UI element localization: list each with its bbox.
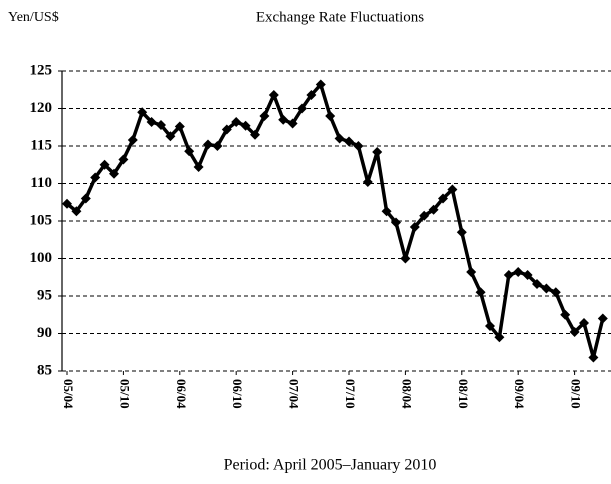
marker [381, 206, 392, 217]
marker [409, 222, 420, 232]
marker [165, 131, 176, 142]
marker [438, 193, 448, 204]
marker [297, 103, 307, 114]
marker [447, 184, 458, 195]
marker [231, 117, 242, 127]
marker [353, 141, 364, 151]
marker [400, 253, 411, 264]
x-tick-label: 06/10 [230, 379, 245, 409]
x-tick-label: 09/04 [512, 379, 527, 409]
marker [184, 146, 195, 157]
marker [485, 321, 495, 331]
marker [475, 287, 486, 298]
marker [513, 267, 524, 277]
marker [306, 90, 317, 100]
marker [212, 141, 223, 151]
x-tick-label: 05/10 [117, 379, 132, 409]
marker [550, 287, 561, 298]
marker [90, 172, 101, 183]
marker [560, 309, 571, 320]
x-axis-label: Period: April 2005–January 2010 [224, 457, 437, 474]
marker [344, 136, 354, 147]
y-tick-label: 120 [30, 100, 53, 116]
x-tick-label: 09/10 [569, 379, 584, 409]
marker [99, 159, 110, 170]
marker [325, 111, 336, 121]
marker [597, 313, 608, 324]
marker [588, 352, 599, 363]
marker [456, 227, 467, 238]
y-tick-label: 110 [30, 175, 52, 191]
y-tick-label: 125 [30, 62, 53, 78]
marker [240, 120, 251, 131]
x-tick-label: 06/04 [174, 379, 189, 409]
marker [428, 204, 439, 215]
marker [193, 162, 204, 172]
marker [579, 318, 589, 328]
marker [156, 120, 166, 130]
marker [541, 283, 552, 294]
y-tick-label: 85 [37, 362, 52, 378]
marker [391, 217, 401, 228]
marker [259, 111, 270, 121]
marker [532, 279, 542, 289]
marker [146, 117, 157, 127]
y-tick-label: 95 [37, 287, 52, 303]
marker [287, 118, 298, 129]
marker [315, 79, 326, 90]
marker [118, 154, 129, 165]
marker [137, 107, 148, 118]
x-tick-label: 08/04 [399, 379, 414, 409]
marker [250, 129, 260, 140]
marker [278, 114, 289, 125]
y-tick-label: 90 [37, 325, 52, 341]
marker [174, 121, 185, 132]
marker [80, 193, 91, 204]
marker [203, 139, 213, 150]
marker [362, 177, 373, 187]
x-tick-label: 07/10 [343, 379, 358, 409]
y-tick-label: 100 [30, 250, 53, 266]
marker [372, 147, 383, 157]
x-tick-label: 07/04 [287, 379, 302, 409]
marker [522, 270, 533, 280]
y-tick-label: 105 [30, 212, 53, 228]
marker [419, 210, 430, 221]
y-axis-label: Yen/US$ [8, 10, 59, 25]
x-tick-label: 08/10 [456, 379, 471, 409]
y-tick-label: 115 [30, 137, 52, 153]
marker [494, 332, 505, 343]
marker [503, 270, 514, 280]
marker [466, 267, 477, 277]
marker [334, 133, 345, 144]
marker [221, 124, 232, 135]
marker [569, 327, 580, 337]
chart-title: Exchange Rate Fluctuations [256, 9, 424, 25]
marker [127, 135, 138, 145]
marker [109, 168, 119, 179]
marker [62, 198, 72, 209]
marker [71, 206, 82, 217]
line [65, 82, 605, 360]
x-tick-label: 05/04 [61, 379, 76, 409]
marker [268, 90, 279, 100]
